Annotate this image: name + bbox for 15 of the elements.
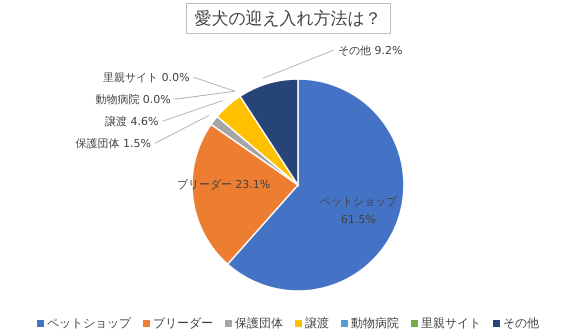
- category-label: 譲渡 4.6%: [105, 115, 159, 128]
- category-label: 保護団体 1.5%: [76, 137, 152, 150]
- legend-label: 保護団体: [234, 315, 283, 332]
- slice-label: ペットショップ: [320, 194, 398, 208]
- chart-title: 愛犬の迎え入れ方法は？: [186, 3, 390, 34]
- data-label: 61.5%: [340, 212, 376, 226]
- category-label: その他 9.2%: [338, 44, 402, 57]
- legend-label: ペットショップ: [46, 315, 131, 332]
- legend-label: 動物病院: [350, 315, 399, 332]
- category-label: 里親サイト 0.0%: [103, 71, 190, 84]
- category-label: 動物病院 0.0%: [95, 93, 171, 106]
- legend-label: ブリーダー: [152, 315, 213, 332]
- legend-label: その他: [502, 315, 539, 332]
- legend-label: 譲渡: [304, 315, 329, 332]
- legend-label: 里親サイト: [420, 315, 481, 332]
